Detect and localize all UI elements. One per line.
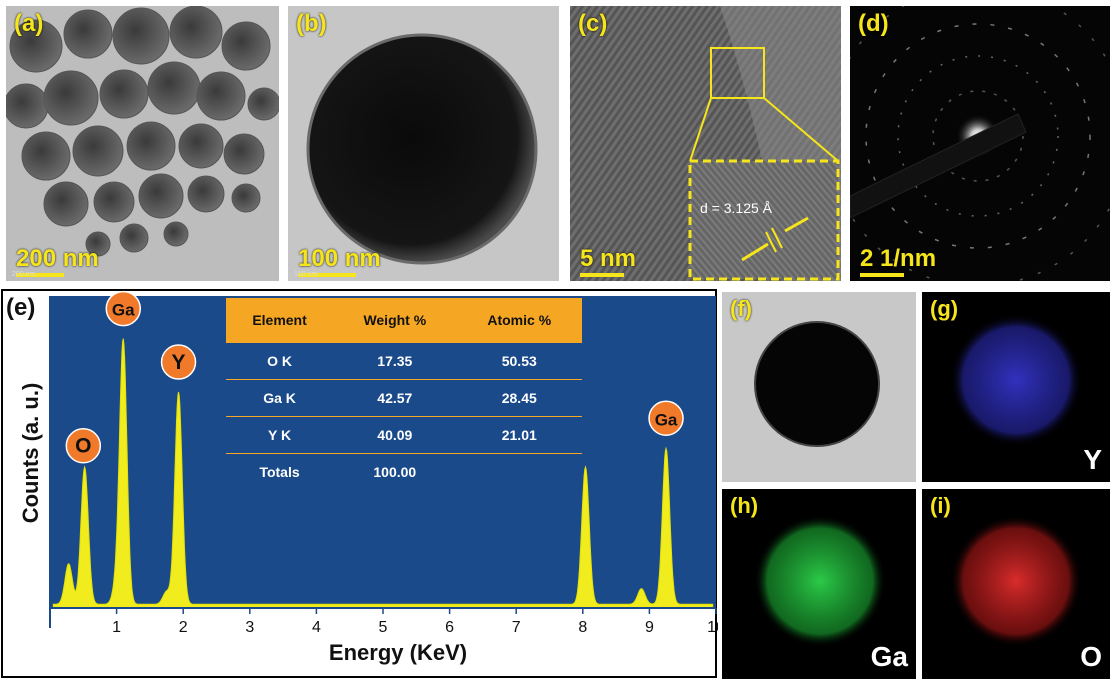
panel-a-scale-bar: 200 nm [16, 245, 99, 277]
table-cell: Y K [226, 416, 334, 454]
table-cell: Totals [226, 453, 334, 490]
single-nanoparticle-image [288, 6, 559, 281]
ga-element-map [754, 515, 886, 647]
x-tick-label: 2 [179, 619, 188, 636]
panel-g: (g) Y [922, 292, 1110, 482]
d-spacing-label: d = 3.125 Å [700, 200, 773, 216]
x-tick-label: 3 [245, 619, 254, 636]
panel-e-label: (e) [6, 294, 36, 321]
panel-a-scale-text: 200 nm [16, 245, 99, 272]
panel-d-label: (d) [858, 10, 889, 37]
o-element-map [950, 515, 1082, 647]
panel-b-label: (b) [296, 10, 327, 37]
x-tick-label: 6 [445, 619, 454, 636]
table-row: Ga K 42.57 28.45 [226, 379, 582, 417]
saed-pattern-image [850, 6, 1110, 281]
panel-a-tiny-label: 200 nm [12, 271, 36, 278]
peak-annotation-badge [648, 400, 684, 437]
x-tick-label: 7 [512, 619, 521, 636]
table-cell: 50.53 [456, 342, 582, 380]
table-cell: 17.35 [333, 342, 457, 380]
panel-a: (a) 200 nm 200 nm [6, 6, 279, 281]
panel-d-scale-text: 2 1/nm [860, 245, 937, 272]
table-cell: 28.45 [456, 379, 582, 417]
table-cell: Ga K [226, 379, 334, 417]
peak-annotation-label: Ga [655, 410, 678, 429]
panel-c: (c) d = 3.125 Å 5 nm [570, 6, 841, 281]
table-header-cell: Atomic % [456, 298, 582, 343]
panel-d: (d) 2 1/nm [850, 6, 1110, 281]
panel-b-scale-bar: 100 nm [298, 245, 381, 277]
table-cell: 100.00 [333, 453, 457, 490]
panel-i-label: (i) [930, 493, 951, 518]
scale-bar-line [16, 273, 64, 277]
table-cell: 21.01 [456, 416, 582, 454]
peak-annotation-badge [105, 290, 142, 327]
x-tick-label: 10 [707, 619, 718, 636]
scale-bar-line [298, 273, 356, 277]
y-axis-label: Counts (a. u.) [18, 383, 43, 524]
panel-c-scale-bar: 5 nm [580, 245, 637, 277]
panel-b-scale-text: 100 nm [298, 245, 381, 272]
panel-b-tiny-label: 100 nm [294, 271, 318, 278]
eds-composition-table: Element Weight % Atomic % O K 17.35 50.5… [226, 298, 582, 490]
x-tick-label: 1 [112, 619, 121, 636]
panel-f: (f) [722, 292, 916, 482]
table-cell: O K [226, 342, 334, 380]
table-row: O K 17.35 50.53 [226, 342, 582, 380]
panel-f-label: (f) [730, 296, 752, 321]
hrtem-lattice-image [570, 6, 841, 281]
panel-b: (b) 100 nm 100 nm [288, 6, 559, 281]
panel-a-label: (a) [14, 10, 44, 37]
peak-annotation-badge [65, 427, 102, 464]
panel-c-scale-text: 5 nm [580, 245, 637, 272]
panel-i: (i) O [922, 489, 1110, 679]
panel-g-label: (g) [930, 296, 959, 321]
panel-h-label: (h) [730, 493, 759, 518]
table-row: Totals 100.00 [226, 453, 582, 490]
peak-annotation-label: Ga [112, 301, 135, 320]
ga-map-element-label: Ga [870, 641, 908, 672]
mapping-reference-particle [754, 321, 880, 447]
scale-bar-line [580, 273, 624, 277]
panel-e: 1 2 3 4 5 6 7 8 9 10 O Ga Y Ga Energy (KeV) Counts (… [0, 288, 718, 679]
panel-d-scale-bar: 2 1/nm [860, 245, 937, 277]
x-tick-label: 9 [645, 619, 654, 636]
table-cell: 42.57 [333, 379, 457, 417]
o-map-element-label: O [1080, 641, 1102, 672]
x-tick-label: 5 [379, 619, 388, 636]
table-cell: 40.09 [333, 416, 457, 454]
x-axis-label: Energy (KeV) [329, 640, 467, 665]
peak-annotation-label: Y [172, 351, 186, 374]
spectrum-fill [52, 338, 714, 609]
x-tick-label: 8 [578, 619, 587, 636]
table-header-cell: Element [226, 298, 334, 343]
table-header-cell: Weight % [333, 298, 457, 343]
y-map-element-label: Y [1083, 444, 1102, 475]
peak-annotation-label: O [75, 435, 91, 458]
table-header-row: Element Weight % Atomic % [226, 298, 582, 343]
peak-annotation-badge [160, 344, 197, 380]
table-cell [456, 453, 582, 490]
panel-c-label: (c) [578, 10, 608, 37]
table-row: Y K 40.09 21.01 [226, 416, 582, 454]
scale-bar-line [860, 273, 904, 277]
x-tick-label: 4 [312, 619, 321, 636]
y-element-map [950, 314, 1082, 446]
panel-h: (h) Ga [722, 489, 916, 679]
nanoparticle-cluster-image [6, 6, 279, 281]
